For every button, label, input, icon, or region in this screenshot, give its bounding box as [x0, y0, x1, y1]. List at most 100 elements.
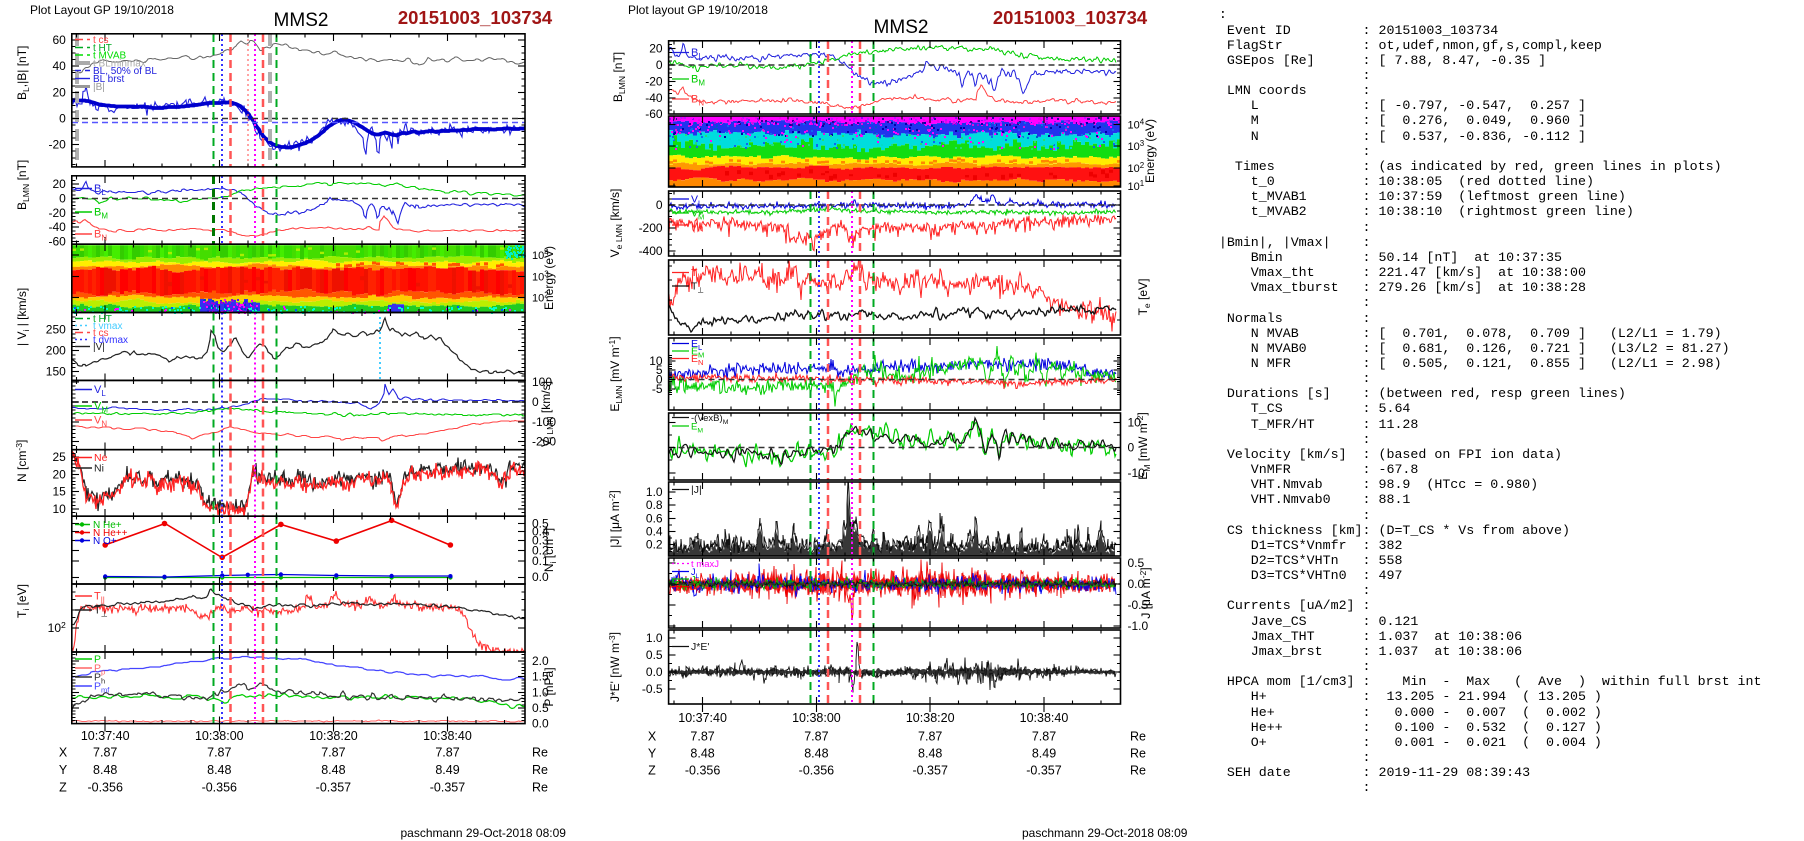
svg-text:0.0: 0.0	[1128, 577, 1145, 591]
svg-text:JM: JM	[691, 575, 701, 588]
svg-text:T⊥: T⊥	[94, 605, 108, 619]
svg-text:7.87: 7.87	[804, 730, 828, 744]
svg-text:104: 104	[1128, 118, 1145, 132]
svg-text:0: 0	[1128, 441, 1135, 455]
svg-text:N He+: N He+	[93, 520, 122, 531]
svg-text:-400: -400	[639, 244, 663, 258]
svg-text:20: 20	[649, 42, 663, 56]
svg-text:7.87: 7.87	[207, 746, 231, 760]
svg-text:t MVAB: t MVAB	[93, 51, 126, 62]
svg-text:8.48: 8.48	[321, 763, 345, 777]
svg-text:Plot Layout GP 19/10/2018: Plot Layout GP 19/10/2018	[30, 3, 174, 17]
svg-text:2.0: 2.0	[532, 654, 549, 668]
svg-text:T⊥: T⊥	[691, 281, 704, 295]
svg-text:0.5: 0.5	[646, 648, 663, 662]
svg-text:200: 200	[46, 344, 66, 358]
svg-text:0.1: 0.1	[532, 554, 549, 568]
svg-text:| Vi | [km/s]: | Vi | [km/s]	[15, 288, 31, 346]
svg-text:-0.357: -0.357	[316, 781, 351, 795]
svg-text:40: 40	[52, 59, 66, 73]
svg-text:-0.357: -0.357	[1026, 764, 1061, 778]
svg-text:0.0: 0.0	[646, 665, 663, 679]
svg-text:10:38:00: 10:38:00	[195, 729, 244, 743]
svg-text:t cs: t cs	[93, 328, 109, 339]
svg-text:T||: T||	[94, 591, 105, 605]
svg-text:Pp: Pp	[94, 663, 105, 677]
svg-text:Y: Y	[648, 747, 657, 761]
svg-text:10:38:40: 10:38:40	[423, 729, 472, 743]
svg-text:0: 0	[59, 191, 66, 205]
svg-text:10:38:20: 10:38:20	[906, 711, 955, 725]
svg-text:0.2: 0.2	[532, 544, 549, 558]
svg-text:Re: Re	[1130, 730, 1146, 744]
svg-text:-0.356: -0.356	[87, 781, 122, 795]
svg-text:|V|: |V|	[93, 342, 105, 353]
svg-text:BM: BM	[94, 207, 108, 221]
svg-text:0: 0	[656, 373, 663, 387]
svg-text:8.48: 8.48	[918, 747, 942, 761]
svg-text:0.8: 0.8	[646, 498, 663, 512]
svg-text:VN: VN	[94, 415, 107, 429]
svg-text:t HT: t HT	[93, 314, 112, 325]
svg-text:EM: EM	[691, 346, 704, 360]
svg-text:1.0: 1.0	[646, 485, 663, 499]
svg-text:Pmf: Pmf	[94, 681, 110, 695]
svg-text:t BLminmax: t BLminmax	[93, 58, 146, 69]
svg-text:T||: T||	[691, 267, 701, 281]
svg-text:-(VexB)M: -(VexB)M	[691, 413, 729, 426]
svg-text:-60: -60	[645, 107, 663, 121]
svg-text:102: 102	[48, 620, 66, 635]
svg-text:-20: -20	[48, 206, 66, 220]
svg-text:0: 0	[532, 395, 539, 409]
svg-text:0.6: 0.6	[646, 511, 663, 525]
svg-text:103: 103	[1128, 139, 1145, 153]
svg-text:10: 10	[52, 502, 66, 516]
svg-text:0: 0	[59, 112, 66, 126]
svg-text:-0.356: -0.356	[202, 781, 237, 795]
svg-text:8.48: 8.48	[207, 763, 231, 777]
svg-text:BL: BL	[94, 183, 106, 197]
svg-text:BM: BM	[691, 74, 705, 88]
svg-text:Z: Z	[59, 781, 67, 795]
svg-text:8.48: 8.48	[93, 763, 117, 777]
svg-text:Re: Re	[1130, 747, 1146, 761]
svg-text:EN: EN	[691, 353, 703, 367]
svg-text:P [nPa]: P [nPa]	[542, 667, 556, 706]
svg-text:-200: -200	[532, 435, 556, 449]
svg-text:Re: Re	[532, 746, 548, 760]
svg-text:0.0: 0.0	[532, 717, 549, 731]
svg-text:J*E': J*E'	[691, 641, 709, 653]
svg-text:0.4: 0.4	[646, 525, 663, 539]
svg-text:paschmann 29-Oct-2018 08:09: paschmann 29-Oct-2018 08:09	[1022, 826, 1188, 840]
svg-text:N O+: N O+	[93, 536, 117, 547]
svg-text:Ti [eV]: Ti [eV]	[15, 584, 31, 618]
svg-text:P: P	[94, 654, 101, 666]
svg-text:-0.356: -0.356	[685, 764, 720, 778]
svg-text:8.49: 8.49	[1032, 747, 1056, 761]
svg-text:8.49: 8.49	[435, 763, 459, 777]
svg-text:8.48: 8.48	[690, 747, 714, 761]
svg-text:Ne: Ne	[94, 452, 108, 464]
svg-text:10: 10	[1128, 415, 1142, 429]
svg-text:-20: -20	[48, 138, 66, 152]
svg-text:|J|: |J|	[691, 484, 702, 496]
svg-text:N [cm-3]: N [cm-3]	[14, 440, 29, 482]
svg-text:EM [mW m-2]: EM [mW m-2]	[1135, 412, 1152, 480]
svg-text:102: 102	[532, 291, 549, 305]
svg-text:Re: Re	[1130, 764, 1146, 778]
svg-text:0.5: 0.5	[532, 517, 549, 531]
svg-text:-200: -200	[639, 221, 663, 235]
svg-text:-1.0: -1.0	[1128, 619, 1149, 633]
svg-text:60: 60	[52, 33, 66, 47]
svg-text:N He++: N He++	[93, 528, 128, 539]
svg-text:Z: Z	[648, 764, 656, 778]
svg-text:0: 0	[656, 58, 663, 72]
svg-text:|J| [μA m-2]: |J| [μA m-2]	[607, 490, 622, 548]
svg-text:-40: -40	[645, 91, 663, 105]
svg-text:0.2: 0.2	[646, 538, 663, 552]
svg-text:7.87: 7.87	[918, 730, 942, 744]
svg-text:-60: -60	[48, 235, 66, 249]
svg-text:Energy (eV): Energy (eV)	[1143, 119, 1157, 183]
svg-text:1.0: 1.0	[532, 685, 549, 699]
svg-text:7.87: 7.87	[321, 746, 345, 760]
